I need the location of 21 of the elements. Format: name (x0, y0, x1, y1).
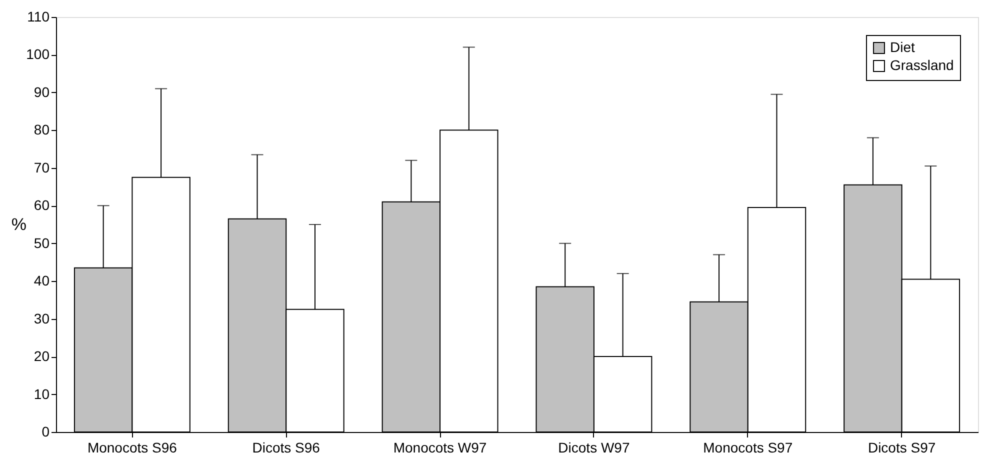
y-tick-label: 30 (34, 310, 50, 326)
x-tick-label: Monocots W97 (393, 440, 487, 456)
y-tick-label: 0 (42, 424, 50, 440)
y-tick-label: 40 (34, 272, 50, 289)
legend-label: Diet (890, 39, 916, 55)
y-tick-label: 60 (34, 197, 50, 214)
y-axis-title: % (11, 215, 26, 234)
y-tick-label: 50 (34, 234, 50, 251)
x-tick-label: Monocots S97 (703, 440, 793, 456)
x-tick-label: Dicots S97 (868, 440, 936, 456)
x-tick-label: Dicots S96 (252, 440, 320, 456)
y-tick-label: 80 (34, 122, 50, 138)
y-tick-label: 90 (34, 84, 50, 100)
y-tick-label: 70 (34, 159, 50, 176)
y-tick-label: 100 (26, 46, 50, 62)
legend-label: Grassland (890, 57, 954, 73)
x-tick-label: Dicots W97 (558, 440, 630, 456)
y-tick-label: 110 (27, 8, 50, 24)
x-tick-label: Monocots S96 (87, 440, 178, 456)
y-tick-label: 20 (34, 348, 50, 364)
y-tick-label: 10 (34, 386, 50, 402)
